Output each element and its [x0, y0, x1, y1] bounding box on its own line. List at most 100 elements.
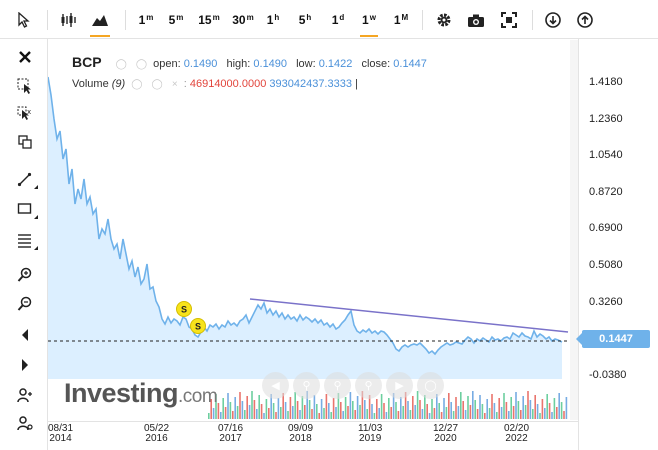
- volume-bar: [498, 398, 500, 419]
- close-value: 0.1447: [393, 58, 427, 70]
- time-axis-label: 02/20 2022: [504, 423, 530, 444]
- volume-bar: [232, 411, 234, 419]
- zoom-out-icon[interactable]: [12, 293, 38, 315]
- select-cursor-icon[interactable]: [12, 75, 38, 97]
- download-cloud-icon[interactable]: [541, 6, 565, 34]
- volume-bar: [385, 412, 388, 419]
- camera-icon[interactable]: [464, 6, 488, 34]
- volume-bar: [558, 393, 560, 419]
- scrollbar[interactable]: [570, 40, 578, 420]
- reset-button[interactable]: ◯: [417, 372, 444, 399]
- eye-icon[interactable]: ◯: [115, 59, 127, 70]
- time-axis[interactable]: 08/31 2014 05/22 2016 07/16 2017 09/09 2018 11/0…: [48, 421, 578, 450]
- scroll-left-button[interactable]: ◀: [262, 372, 289, 399]
- eye-icon[interactable]: ◯: [131, 79, 143, 90]
- price-axis-label: 0.6900: [589, 222, 623, 234]
- cursor-icon[interactable]: [12, 6, 36, 34]
- time-axis-label: 08/31 2014: [48, 423, 74, 444]
- volume-bar: [433, 408, 436, 419]
- volume-bar: [510, 397, 512, 419]
- volume-bar: [313, 395, 316, 419]
- volume-bar: [236, 406, 239, 419]
- zoom-in-button[interactable]: ⚲: [293, 372, 320, 399]
- volume-bar: [306, 391, 308, 419]
- volume-bar: [380, 394, 383, 419]
- volume-bar: [515, 392, 517, 419]
- scroll-left-icon[interactable]: [12, 324, 38, 346]
- settings-icon[interactable]: ◯: [151, 79, 163, 90]
- price-chart-svg[interactable]: SS: [48, 39, 578, 421]
- interval-15m[interactable]: 15 m: [198, 12, 220, 28]
- drawing-toolbar: x: [0, 39, 48, 450]
- volume-bar: [532, 409, 534, 419]
- volume-bar: [402, 406, 404, 419]
- scroll-right-icon[interactable]: [12, 354, 38, 376]
- volume-value-2: 393042437.3333: [269, 78, 352, 90]
- volume-bar: [500, 407, 503, 419]
- settings-icon[interactable]: ◯: [135, 59, 148, 70]
- volume-bar: [520, 410, 522, 419]
- magnet-cursor-icon[interactable]: x: [12, 103, 38, 125]
- fullscreen-icon[interactable]: [497, 6, 521, 34]
- volume-bar: [493, 403, 496, 419]
- interval-30m[interactable]: 30 m: [232, 12, 254, 28]
- volume-bar: [220, 412, 222, 419]
- gear-icon[interactable]: [432, 6, 456, 34]
- volume-bar: [464, 410, 467, 419]
- volume-bar: [272, 403, 275, 419]
- volume-bar: [265, 399, 268, 419]
- volume-bar: [296, 401, 299, 419]
- candlestick-icon[interactable]: [56, 6, 82, 34]
- close-icon[interactable]: [12, 46, 38, 68]
- person-settings-icon[interactable]: [12, 412, 38, 434]
- volume-bar: [328, 403, 330, 419]
- zoom-in-icon[interactable]: [12, 264, 38, 286]
- split-marker-label: S: [181, 305, 187, 315]
- volume-bar: [476, 409, 479, 419]
- volume-bar: [256, 409, 258, 419]
- volume-bar: [371, 404, 373, 419]
- rectangle-tool-icon[interactable]: [12, 198, 38, 220]
- zoom-out-button[interactable]: ⚲: [355, 372, 382, 399]
- volume-bar: [424, 395, 426, 419]
- trend-line: [249, 298, 569, 333]
- last-price-tag: 0.1447: [576, 330, 650, 348]
- volume-bar: [258, 395, 260, 419]
- zoom-reset-button[interactable]: ⚲: [324, 372, 351, 399]
- mountain-chart-icon[interactable]: [86, 6, 114, 37]
- fibonacci-tool-icon[interactable]: [12, 229, 38, 251]
- person-add-icon[interactable]: [12, 384, 38, 406]
- volume-bar: [474, 400, 476, 419]
- volume-bar: [556, 407, 558, 419]
- price-axis[interactable]: 1.4180 1.2360 1.0540 0.8720 0.6900 0.5080 0.32…: [578, 39, 658, 450]
- volume-bar: [397, 411, 400, 419]
- volume-bar: [440, 412, 443, 419]
- volume-label: Volume: [72, 78, 109, 90]
- upload-cloud-icon[interactable]: [573, 6, 597, 34]
- price-axis-label: -0.0380: [589, 369, 627, 381]
- price-axis-label: 1.0540: [589, 149, 623, 161]
- close-icon[interactable]: ×: [171, 79, 178, 90]
- split-marker-label: S: [195, 322, 201, 332]
- open-value: 0.1490: [183, 58, 218, 70]
- trendline-tool-icon[interactable]: [12, 168, 38, 190]
- copy-icon[interactable]: [12, 131, 38, 153]
- volume-bar: [460, 392, 462, 419]
- volume-bar: [320, 399, 323, 419]
- scroll-right-button[interactable]: ▶: [386, 372, 413, 399]
- volume-bar: [431, 399, 433, 419]
- volume-bar: [419, 400, 421, 419]
- volume-bar: [361, 391, 364, 419]
- time-axis-label: 07/16 2017: [218, 423, 244, 444]
- volume-bar: [488, 408, 491, 419]
- price-axis-label: 0.5080: [589, 259, 623, 271]
